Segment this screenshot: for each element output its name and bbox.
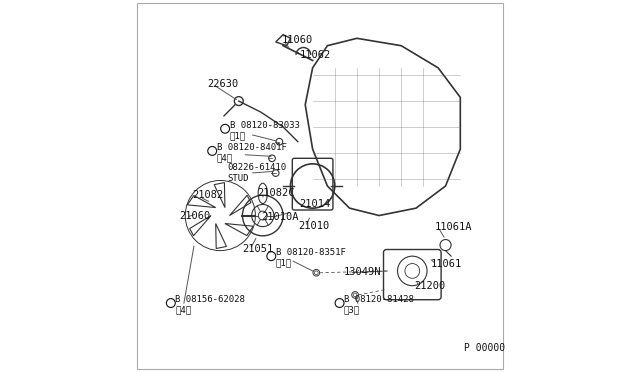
Text: 21200: 21200: [414, 282, 445, 291]
Text: 21082: 21082: [193, 190, 224, 200]
Text: 11062: 11062: [300, 50, 331, 60]
Text: 21014: 21014: [300, 199, 331, 209]
Text: 21082C: 21082C: [257, 188, 295, 198]
Text: 11061: 11061: [431, 259, 462, 269]
Text: 21010A: 21010A: [261, 212, 298, 222]
Text: B 08120-83033
（1）: B 08120-83033 （1）: [230, 121, 300, 140]
Text: 21051: 21051: [243, 244, 274, 254]
Text: 11061A: 11061A: [435, 222, 472, 232]
Text: B 08120-81428
（3）: B 08120-81428 （3）: [344, 295, 414, 315]
Text: B 08156-62028
（4）: B 08156-62028 （4）: [175, 295, 245, 315]
Text: 08226-61410
STUD: 08226-61410 STUD: [228, 163, 287, 183]
Text: 21010: 21010: [298, 221, 329, 231]
Text: 13049N: 13049N: [344, 267, 381, 277]
Text: 22630: 22630: [207, 80, 239, 89]
Text: 11060: 11060: [281, 35, 312, 45]
Text: B 08120-8401F
（4）: B 08120-8401F （4）: [216, 143, 287, 163]
Text: 21060: 21060: [179, 211, 210, 221]
Text: B 08120-8351F
（1）: B 08120-8351F （1）: [276, 248, 346, 268]
Text: P 00000: P 00000: [464, 343, 505, 353]
